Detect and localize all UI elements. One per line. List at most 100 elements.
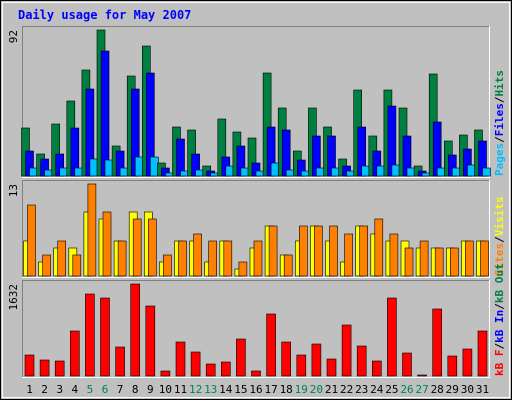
legend-separator: / (493, 236, 506, 243)
bar-sites-day-6: Sites 6: 9 (102, 211, 112, 277)
bar-sites-day-4: Sites 4: 3 (72, 254, 82, 277)
bar-sites-day-9: Sites 9: 8 (148, 218, 157, 277)
bar-sites-day-16: Sites 16: 5 (253, 240, 263, 277)
x-tick-label: 30 (461, 383, 474, 396)
legend-entry: kB In (493, 310, 506, 343)
bar-pages-day-27: Pages 27: 2 (421, 172, 431, 177)
bar-kb-f-day-7: kB F 7: 520 (115, 346, 125, 377)
bar-pages-day-10: Pages 10: 2 (165, 172, 174, 177)
bar-files-day-11: Files 11: 23 (176, 138, 185, 177)
bar-kb-f-day-19: kB F 19: 380 (296, 354, 307, 377)
x-tick-label: 2 (41, 383, 48, 396)
bar-pages-day-11: Pages 11: 3 (180, 170, 189, 177)
panel-legend: kB F/kB In/kB Out (493, 263, 506, 376)
bar-sites-day-29: Sites 29: 4 (449, 247, 459, 277)
panel-legend: Sites/Visits (493, 197, 506, 277)
legend-entry: Files (493, 103, 506, 136)
bar-kb-f-day-29: kB F 29: 350 (447, 355, 458, 377)
bar-sites-day-1: Sites 1: 10 (27, 204, 36, 277)
y-max-label: 92 (7, 30, 20, 43)
bar-kb-f-day-1: kB F 1: 380 (24, 354, 35, 377)
bar-sites-day-15: Sites 15: 2 (238, 261, 248, 277)
bar-kb-f-day-14: kB F 14: 240 (221, 361, 231, 377)
bar-kb-f-day-31: kB F 31: 800 (477, 330, 488, 377)
chart-title: Daily usage for May 2007 (18, 8, 191, 22)
bar-sites-day-28: Sites 28: 4 (434, 247, 444, 277)
bar-kb-f-day-27: kB F 27: 10 (417, 374, 427, 377)
bar-kb-f-day-2: kB F 2: 280 (39, 359, 50, 377)
x-tick-label: 10 (159, 383, 172, 396)
bar-kb-f-day-20: kB F 20: 560 (311, 343, 322, 377)
bar-pages-day-31: Pages 31: 5 (482, 167, 491, 177)
bar-sites-day-7: Sites 7: 5 (117, 240, 127, 277)
x-tick-label: 24 (370, 383, 384, 396)
hits-panel: 92Hits 1: 30Files 1: 16Pages 1: 5Hits 2:… (7, 26, 506, 178)
bar-kb-f-day-15: kB F 15: 650 (236, 338, 246, 377)
bar-kb-f-day-4: kB F 4: 800 (70, 330, 80, 377)
bar-kb-f-day-10: kB F 10: 90 (160, 370, 171, 377)
bar-kb-f-day-6: kB F 6: 1380 (100, 297, 110, 377)
bar-sites-day-25: Sites 25: 6 (389, 233, 399, 277)
legend-entry: kB Out (493, 263, 506, 303)
bar-sites-day-5: Sites 5: 13 (87, 183, 97, 277)
kbytes-panel: 1632 kB F 1: 380 kB F 2: 280 kB F 3: 260 kB … (7, 263, 506, 378)
bar-files-day-6: Files 6: 79 (100, 50, 110, 177)
bar-pages-day-8: Pages 8: 12 (134, 156, 144, 177)
bar-sites-day-18: Sites 18: 3 (283, 254, 293, 277)
bar-kb-f-day-18: kB F 18: 600 (281, 341, 292, 377)
x-tick-label: 28 (431, 383, 444, 396)
x-tick-label: 9 (147, 383, 154, 396)
bar-sites-day-31: Sites 31: 5 (480, 240, 489, 277)
bar-pages-day-3: Pages 3: 5 (59, 167, 69, 177)
bar-sites-day-11: Sites 11: 5 (178, 240, 187, 277)
bar-pages-day-24: Pages 24: 6 (376, 165, 386, 177)
x-tick-label: 1 (26, 383, 33, 396)
x-tick-label: 25 (385, 383, 398, 396)
visits-panel: 13Visits 1: 5Sites 1: 10Visits 2: 2Sites… (7, 180, 506, 278)
legend-separator: / (493, 136, 506, 143)
bar-kb-f-day-13: kB F 13: 220 (205, 363, 216, 377)
legend-entry: Sites (493, 243, 506, 276)
x-tick-label: 8 (132, 383, 139, 396)
x-tick-label: 31 (476, 383, 489, 396)
x-tick-label: 5 (87, 383, 94, 396)
bar-kb-f-day-17: kB F 17: 1100 (266, 313, 276, 377)
bar-sites-day-3: Sites 3: 5 (57, 240, 67, 277)
x-tick-label: 23 (355, 383, 368, 396)
legend-entry: Hits (493, 70, 506, 97)
legend-entry: Pages (493, 143, 506, 176)
bar-kb-f-day-30: kB F 30: 480 (462, 348, 473, 377)
bar-pages-day-15: Pages 15: 5 (240, 167, 250, 177)
x-tick-label: 26 (400, 383, 413, 396)
bar-pages-day-22: Pages 22: 3 (346, 170, 355, 177)
x-tick-label: 14 (219, 383, 233, 396)
bar-sites-day-10: Sites 10: 3 (163, 254, 172, 277)
legend-separator: / (493, 96, 506, 103)
bar-sites-day-13: Sites 13: 5 (208, 240, 217, 277)
bar-sites-day-19: Sites 19: 7 (298, 225, 308, 277)
bar-kb-f-day-12: kB F 12: 420 (190, 351, 201, 377)
x-tick-label: 4 (71, 383, 78, 396)
bar-pages-day-17: Pages 17: 8 (270, 162, 280, 177)
x-axis-day-labels: 1 2 3 4 5 6 7 8 9 10 11 12 13 14 15 16 17 18 19 20 21 22 23 24 2… (26, 383, 489, 396)
x-tick-label: 18 (280, 383, 293, 396)
bar-sites-day-24: Sites 24: 8 (374, 218, 384, 277)
bar-pages-day-16: Pages 16: 3 (255, 170, 265, 177)
x-tick-label: 16 (249, 383, 262, 396)
bar-sites-day-20: Sites 20: 7 (314, 225, 323, 277)
x-tick-label: 12 (189, 383, 202, 396)
bar-pages-day-29: Pages 29: 5 (451, 167, 461, 177)
y-max-label: 1632 (7, 284, 20, 311)
bar-pages-day-20: Pages 20: 5 (316, 167, 325, 177)
bar-sites-day-8: Sites 8: 8 (132, 218, 142, 277)
bar-kb-f-day-21: kB F 21: 300 (326, 358, 337, 377)
bar-sites-day-22: Sites 22: 6 (344, 233, 353, 277)
bar-kb-f-day-25: kB F 25: 1380 (387, 297, 397, 377)
bar-sites-day-2: Sites 2: 3 (42, 254, 51, 277)
bar-kb-f-day-24: kB F 24: 260 (371, 360, 382, 377)
panel-legend: Pages/Files/Hits (493, 70, 506, 176)
x-tick-label: 17 (264, 383, 277, 396)
bar-sites-day-17: Sites 17: 7 (268, 225, 278, 277)
